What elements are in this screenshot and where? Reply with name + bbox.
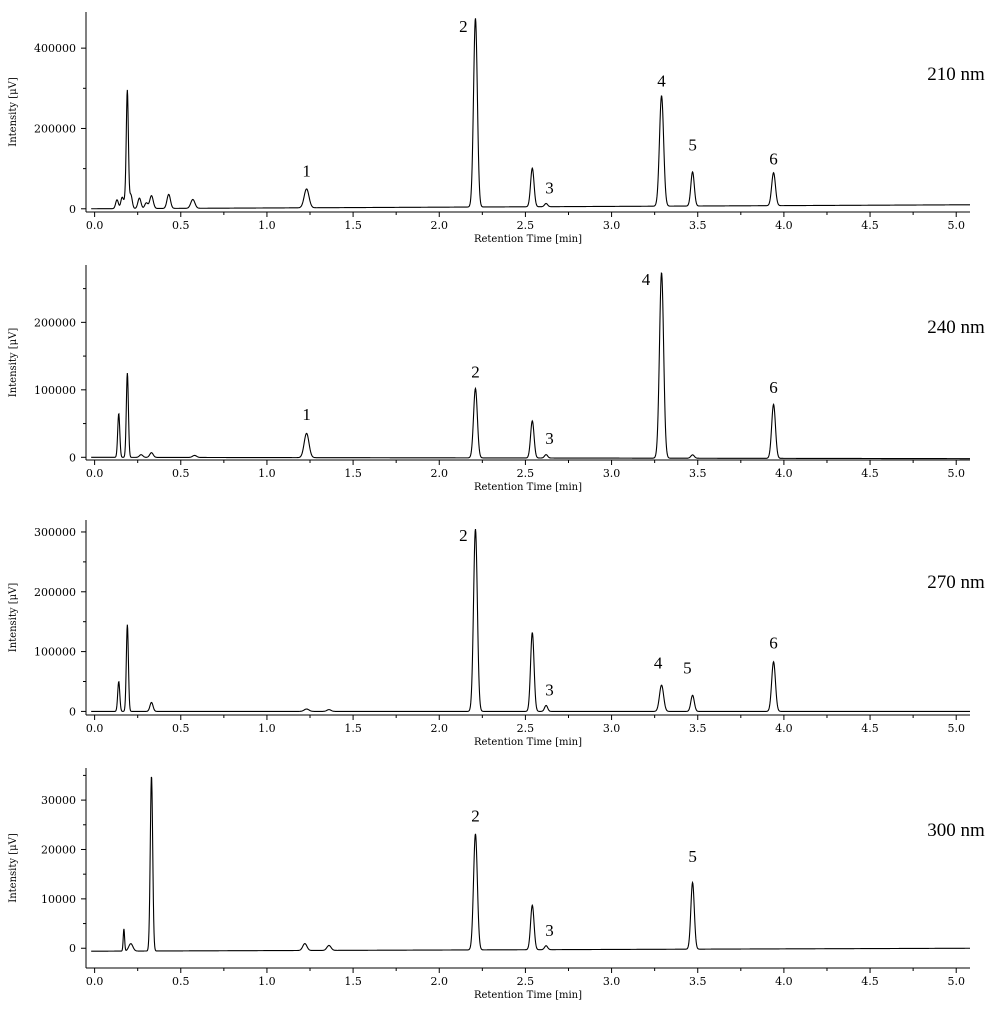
y-tick-label: 300000 [34,526,76,539]
peak-label: 4 [654,653,663,672]
y-tick-label: 0 [69,203,76,216]
y-tick-label: 100000 [34,646,76,659]
y-tick-label: 100000 [34,384,76,397]
y-axis-title: Intensity [μV] [8,77,19,147]
x-tick-label: 3.0 [603,467,621,480]
peak-label: 2 [471,363,480,382]
peak-label: 6 [769,150,778,169]
peak-label: 6 [769,634,778,653]
x-tick-label: 1.0 [258,219,276,232]
y-tick-label: 200000 [34,122,76,135]
wavelength-label: 270 nm [927,572,985,593]
x-tick-label: 1.5 [344,219,362,232]
x-tick-label: 0.5 [172,722,190,735]
panel-240nm: 0.0 0.5 1.0 1.5 2.0 2.5 3.0 3.5 4.0 4.5 5.0 Retenti… [8,265,985,493]
y-tick-label: 20000 [41,843,76,856]
x-tick-label: 1.0 [258,975,276,988]
chromatogram-trace [91,528,970,712]
peak-label: 4 [642,270,651,289]
x-axis-title: Retention Time [min] [474,990,582,1001]
x-tick-label: 4.0 [775,219,793,232]
x-tick-label: 4.5 [861,722,879,735]
peak-label: 1 [302,405,311,424]
x-tick-label: 3.0 [603,975,621,988]
x-tick-label: 0.0 [86,467,104,480]
x-tick-label: 5.0 [947,975,965,988]
x-tick-label: 0.0 [86,722,104,735]
x-tick-label: 4.5 [861,975,879,988]
x-tick-label: 3.0 [603,219,621,232]
panel-270nm: 0.0 0.5 1.0 1.5 2.0 2.5 3.0 3.5 4.0 4.5 5.0 Retenti… [8,520,985,748]
wavelength-label: 240 nm [927,317,985,338]
x-tick-label: 5.0 [947,722,965,735]
x-tick-label: 5.0 [947,219,965,232]
peak-label: 3 [545,429,554,448]
x-tick-label: 2.5 [517,219,535,232]
panel-300nm: 0.0 0.5 1.0 1.5 2.0 2.5 3.0 3.5 4.0 4.5 5.0 Retenti… [8,768,985,1001]
x-tick-label: 0.0 [86,219,104,232]
x-tick-label: 3.5 [689,975,707,988]
x-tick-label: 2.5 [517,467,535,480]
peak-label: 3 [545,680,554,699]
x-tick-label: 3.0 [603,722,621,735]
y-tick-label: 200000 [34,586,76,599]
x-tick-label: 4.0 [775,722,793,735]
panel-210nm: 0.0 0.5 1.0 1.5 2.0 2.5 3.0 3.5 4.0 4.5 5.0 Retenti… [8,12,985,245]
x-tick-label: 1.0 [258,467,276,480]
x-tick-label: 3.5 [689,219,707,232]
x-tick-label: 2.0 [431,722,449,735]
peak-label: 3 [545,179,554,198]
peak-label: 2 [471,806,480,825]
x-tick-label: 0.0 [86,975,104,988]
x-tick-label: 4.5 [861,467,879,480]
peak-label: 5 [683,659,692,678]
y-tick-label: 200000 [34,316,76,329]
x-axis-title: Retention Time [min] [474,737,582,748]
x-tick-label: 0.5 [172,219,190,232]
x-tick-label: 1.5 [344,722,362,735]
peak-label: 2 [459,526,468,545]
wavelength-label: 300 nm [927,820,985,841]
peak-label: 2 [459,17,468,36]
peak-label: 6 [769,378,778,397]
x-tick-label: 4.0 [775,467,793,480]
chromatogram-trace [91,776,970,952]
y-tick-label: 30000 [41,794,76,807]
x-tick-label: 3.5 [689,467,707,480]
x-tick-label: 3.5 [689,722,707,735]
chromatogram-trace [91,18,970,210]
chromatogram-trace [91,272,970,460]
x-tick-label: 5.0 [947,467,965,480]
x-tick-label: 4.0 [775,975,793,988]
x-tick-label: 0.5 [172,467,190,480]
y-tick-label: 400000 [34,42,76,55]
x-tick-label: 0.5 [172,975,190,988]
x-tick-label: 2.5 [517,975,535,988]
x-tick-label: 1.5 [344,975,362,988]
peak-label: 5 [688,136,697,155]
peak-label: 5 [688,847,697,866]
y-tick-label: 0 [69,451,76,464]
y-tick-label: 10000 [41,893,76,906]
y-tick-label: 0 [69,942,76,955]
x-tick-label: 4.5 [861,219,879,232]
peak-label: 4 [657,71,666,90]
y-tick-label: 0 [69,705,76,718]
y-axis-title: Intensity [μV] [8,583,19,653]
x-tick-label: 2.5 [517,722,535,735]
y-axis-title: Intensity [μV] [8,833,19,903]
peak-label: 3 [545,921,554,940]
x-tick-label: 2.0 [431,975,449,988]
x-tick-label: 1.5 [344,467,362,480]
y-axis-title: Intensity [μV] [8,328,19,398]
x-tick-label: 2.0 [431,219,449,232]
x-axis-title: Retention Time [min] [474,234,582,245]
wavelength-label: 210 nm [927,64,985,85]
x-axis-title: Retention Time [min] [474,482,582,493]
x-tick-label: 1.0 [258,722,276,735]
x-tick-label: 2.0 [431,467,449,480]
peak-label: 1 [302,162,311,181]
